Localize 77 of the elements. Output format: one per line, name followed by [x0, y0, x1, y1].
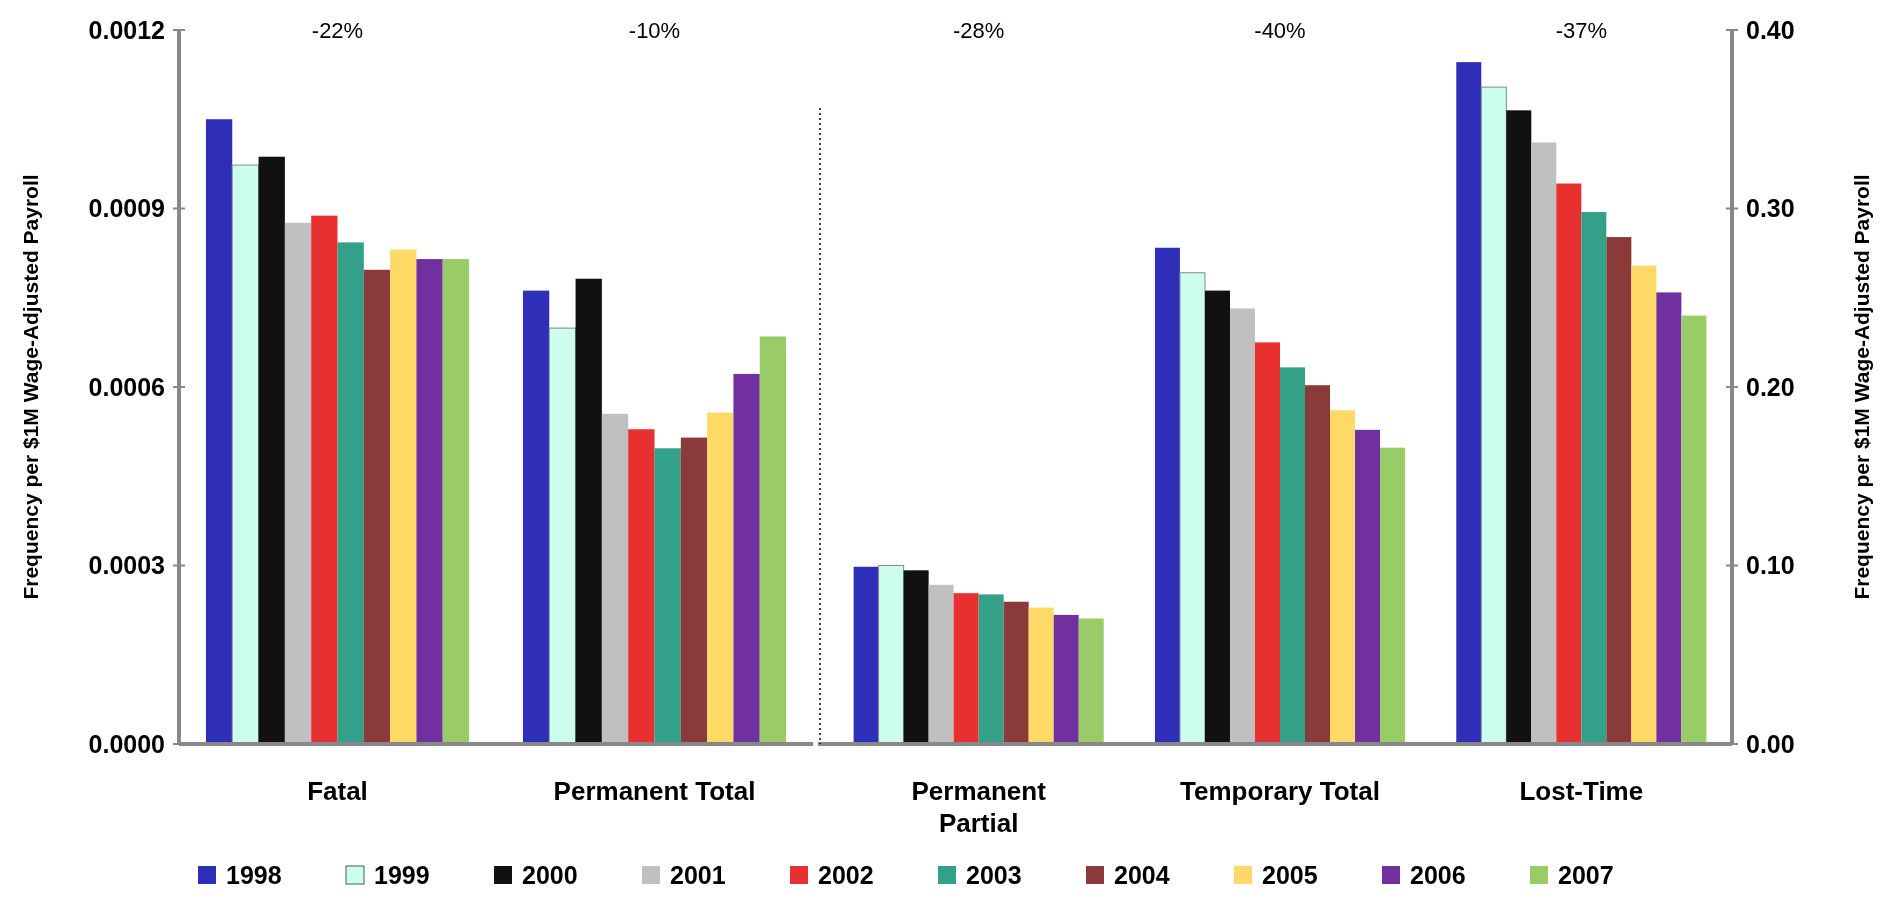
- bar: [680, 437, 708, 744]
- y2-tick-label: 0.40: [1746, 15, 1795, 44]
- y2-tick-label: 0.20: [1746, 372, 1795, 401]
- annotation: -37%: [1555, 18, 1608, 43]
- bar: [953, 593, 979, 744]
- x-tick-label: Fatal: [307, 776, 368, 806]
- legend-label: 1999: [374, 860, 430, 889]
- bar: [1028, 607, 1054, 744]
- legend-label: 2005: [1262, 860, 1318, 889]
- bar: [1280, 367, 1306, 744]
- x-tick-label: Lost-Time: [1519, 776, 1644, 806]
- annotation: -10%: [628, 18, 681, 43]
- bar: [1556, 183, 1582, 744]
- bar: [1656, 292, 1682, 744]
- annotation: -40%: [1254, 18, 1306, 43]
- bar: [1631, 265, 1657, 744]
- y-tick-label: 0.0000: [88, 729, 165, 758]
- legend-label: 2001: [670, 860, 726, 889]
- y2-tick-label: 0.00: [1746, 729, 1795, 758]
- bar: [654, 448, 681, 744]
- bar: [1456, 62, 1482, 744]
- bar: [284, 222, 312, 744]
- bar: [416, 259, 443, 744]
- bar: [1606, 237, 1632, 744]
- bar: [337, 242, 364, 744]
- bar: [978, 594, 1004, 744]
- bar: [1229, 308, 1255, 744]
- bar: [522, 290, 550, 744]
- bar: [1681, 315, 1707, 744]
- bar: [442, 259, 470, 744]
- bar: [733, 373, 760, 744]
- bar: [363, 269, 391, 744]
- annotation: -22%: [311, 18, 364, 43]
- bar: [1003, 601, 1029, 744]
- y-axis-title: Frequency per $1M Wage-Adjusted Payroll: [19, 174, 43, 600]
- y-tick-label: 0.0006: [88, 372, 165, 401]
- y-tick-label: 0.0012: [88, 15, 165, 44]
- bar: [601, 413, 629, 744]
- y2-tick-label: 0.30: [1746, 194, 1795, 223]
- bar: [258, 156, 285, 744]
- bar: [1380, 447, 1406, 744]
- legend-label: 2007: [1558, 860, 1614, 889]
- legend-label: 2002: [818, 860, 874, 889]
- bar: [1053, 614, 1079, 744]
- legend-label: 2006: [1410, 860, 1466, 889]
- bar: [1254, 342, 1280, 744]
- y2-tick-label: 0.10: [1746, 551, 1795, 580]
- bar: [628, 429, 655, 744]
- bar: [1506, 110, 1532, 744]
- bar: [1330, 410, 1356, 744]
- x-tick-label: Permanent Total: [553, 776, 756, 806]
- bar: [707, 412, 734, 744]
- bar: [1531, 142, 1557, 744]
- bar: [853, 566, 879, 744]
- bar: [928, 584, 954, 744]
- bar: [903, 570, 929, 744]
- bar: [205, 119, 233, 744]
- y-tick-label: 0.0009: [88, 194, 165, 223]
- bar: [390, 249, 417, 744]
- bar: [1355, 429, 1381, 744]
- x-tick-label: Permanent Partial: [911, 776, 1047, 838]
- bar: [311, 215, 338, 744]
- bar: [1154, 247, 1180, 744]
- annotation: -28%: [952, 18, 1005, 43]
- legend-label: 2003: [966, 860, 1022, 889]
- y2-axis-title: Frequency per $1M Wage-Adjusted Payroll: [1850, 174, 1874, 600]
- legend-label: 1998: [226, 860, 282, 889]
- bar: [1078, 618, 1104, 744]
- bar: [1204, 290, 1230, 744]
- bar: [575, 278, 602, 744]
- bar: [759, 336, 787, 744]
- x-tick-label: Temporary Total: [1180, 776, 1380, 806]
- legend-label: 2000: [522, 860, 578, 889]
- legend-label: 2004: [1114, 860, 1170, 889]
- bar: [1305, 385, 1331, 744]
- y-tick-label: 0.0003: [88, 551, 165, 580]
- bar: [1581, 212, 1607, 744]
